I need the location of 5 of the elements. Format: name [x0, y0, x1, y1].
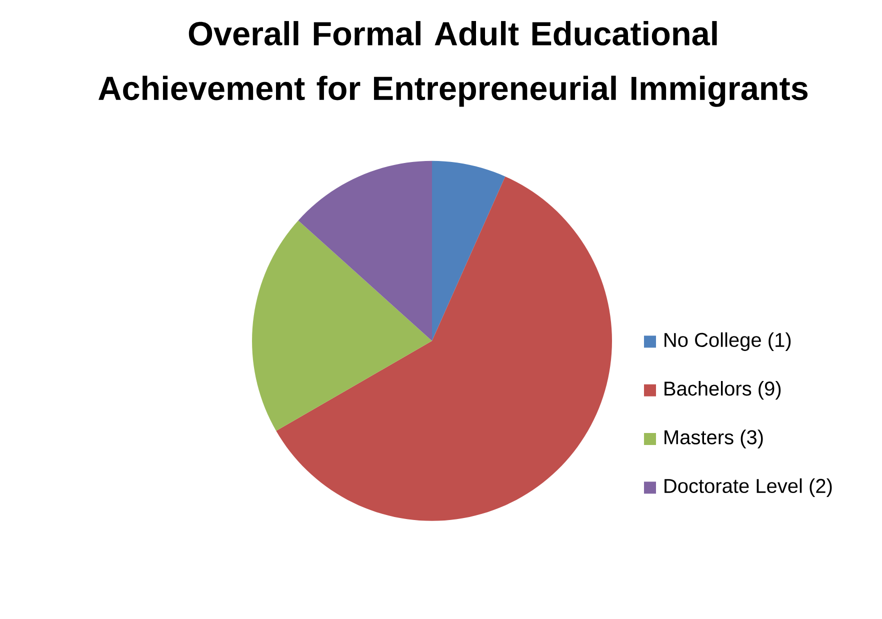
chart-title: Overall Formal Adult Educational Achievement for Entrepreneurial Immigrants [98, 21, 808, 107]
legend-label: Doctorate Level (2) [664, 478, 832, 497]
legend-label: Masters (3) [664, 430, 763, 448]
legend-label: No College (1) [664, 332, 791, 351]
legend-label: Bachelors (9) [664, 381, 781, 400]
